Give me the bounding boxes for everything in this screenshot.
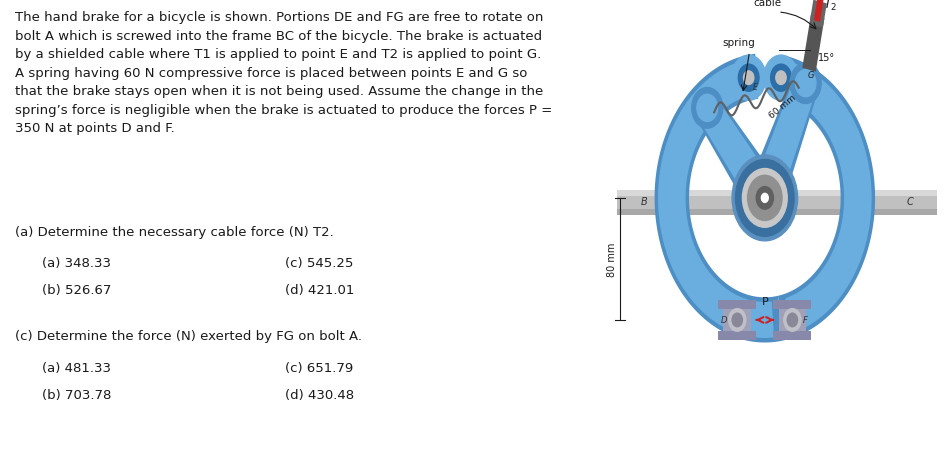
Text: E: E (753, 83, 758, 92)
Text: A: A (762, 194, 767, 203)
Text: (a) 348.33: (a) 348.33 (42, 256, 111, 269)
Text: P: P (762, 297, 768, 307)
Text: F: F (802, 316, 808, 325)
Polygon shape (802, 15, 824, 72)
Polygon shape (718, 300, 756, 309)
Text: (c) 651.79: (c) 651.79 (285, 361, 353, 374)
Circle shape (742, 169, 787, 228)
Circle shape (748, 176, 782, 221)
Circle shape (756, 187, 773, 210)
Text: C: C (906, 197, 913, 207)
Polygon shape (814, 0, 828, 23)
Polygon shape (778, 56, 875, 341)
Circle shape (776, 72, 786, 85)
Circle shape (763, 195, 767, 202)
Text: 60 mm: 60 mm (767, 92, 798, 120)
Circle shape (750, 178, 781, 219)
Text: The hand brake for a bicycle is shown. Portions DE and FG are free to rotate on
: The hand brake for a bicycle is shown. P… (15, 11, 552, 135)
Text: (b) 703.78: (b) 703.78 (42, 388, 111, 401)
Text: (a) Determine the necessary cable force (N) T2.: (a) Determine the necessary cable force … (15, 226, 334, 239)
Text: (d) 421.01: (d) 421.01 (285, 283, 355, 296)
Text: G: G (807, 70, 814, 79)
Circle shape (787, 313, 798, 327)
Polygon shape (616, 190, 937, 196)
Polygon shape (764, 82, 815, 173)
Circle shape (758, 189, 772, 207)
Text: cable: cable (753, 0, 782, 9)
Circle shape (738, 65, 759, 92)
Circle shape (762, 194, 768, 203)
Polygon shape (700, 102, 758, 182)
Text: (a) 481.33: (a) 481.33 (42, 361, 111, 374)
Polygon shape (723, 302, 751, 338)
Polygon shape (773, 331, 811, 341)
Circle shape (744, 171, 785, 226)
Circle shape (732, 56, 766, 101)
Text: (c) 545.25: (c) 545.25 (285, 256, 354, 269)
Polygon shape (658, 61, 774, 338)
Polygon shape (779, 302, 806, 338)
Polygon shape (654, 55, 784, 343)
Circle shape (733, 156, 798, 241)
Polygon shape (718, 331, 756, 341)
Polygon shape (773, 300, 811, 309)
Circle shape (784, 309, 801, 331)
Circle shape (735, 160, 794, 237)
Polygon shape (616, 210, 937, 216)
Circle shape (729, 309, 746, 331)
Text: B: B (641, 197, 648, 207)
Text: (b) 526.67: (b) 526.67 (42, 283, 111, 296)
Polygon shape (785, 64, 871, 333)
Circle shape (795, 70, 816, 97)
Text: (d) 430.48: (d) 430.48 (285, 388, 354, 401)
Text: $T_2$: $T_2$ (823, 0, 837, 13)
Circle shape (744, 72, 754, 85)
Circle shape (692, 88, 723, 129)
Text: spring: spring (723, 38, 755, 48)
Text: 15°: 15° (818, 53, 835, 63)
Polygon shape (697, 97, 760, 185)
Circle shape (697, 95, 717, 122)
Text: D: D (720, 316, 727, 325)
Polygon shape (809, 0, 827, 29)
Circle shape (733, 313, 742, 327)
Circle shape (790, 64, 821, 104)
Polygon shape (616, 190, 937, 216)
Circle shape (770, 65, 791, 92)
Circle shape (764, 56, 799, 101)
Text: (c) Determine the force (N) exerted by FG on bolt A.: (c) Determine the force (N) exerted by F… (15, 329, 362, 342)
Text: 80 mm: 80 mm (607, 242, 616, 276)
Polygon shape (761, 76, 818, 175)
